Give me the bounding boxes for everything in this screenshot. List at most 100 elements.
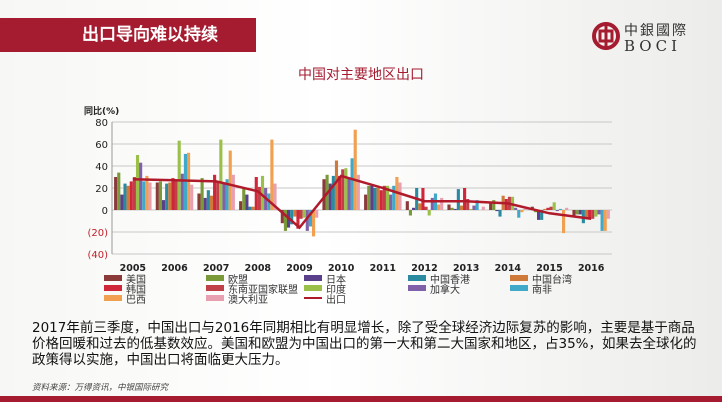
legend-label: 中国台湾 [532,274,572,286]
x-tick-label: 2012 [411,263,437,274]
legend-item: 美国 [104,273,146,286]
bar-美国 [322,179,326,210]
legend-label: 巴西 [126,294,146,306]
x-tick-label: 2010 [328,263,355,274]
bar-韩国 [254,177,258,210]
bar-巴西 [353,129,357,210]
boci-logo: 中銀國際 BOCI [592,20,712,55]
bar-加拿大 [305,210,309,231]
legend-swatch [104,295,122,301]
bar-欧盟 [367,185,371,210]
legend-swatch [510,275,528,281]
bar-中国香港 [165,183,169,210]
bar-巴西 [270,139,274,210]
bar-印度 [427,210,431,216]
bar-韩国 [463,188,467,210]
bar-巴西 [562,210,566,234]
bar-欧盟 [283,210,287,231]
export-line [132,174,592,230]
bar-澳大利亚 [148,182,152,210]
bar-南非 [475,200,479,210]
bar-东南亚国家联盟 [591,210,595,219]
bar-日本 [120,194,124,210]
bar-韩国 [171,178,175,210]
bar-韩国 [588,210,592,218]
y-tick-label: (20) [87,228,108,239]
bar-中国香港 [248,206,252,210]
bar-南非 [142,181,146,210]
bar-日本 [537,210,541,220]
bar-巴西 [145,175,149,210]
bar-加拿大 [180,173,184,210]
chart-title: 中国对主要地区出口 [298,67,424,83]
bar-东南亚国家联盟 [466,199,470,210]
bar-南非 [350,158,354,210]
legend-item: 韩国 [104,283,146,296]
bar-澳大利亚 [523,208,527,210]
bar-日本 [245,194,249,210]
legend-item: 出口 [304,293,346,306]
bar-韩国 [129,181,133,210]
y-tick-label: 60 [95,140,108,151]
bar-加拿大 [555,210,559,212]
bar-韩国 [421,188,425,210]
bar-中国香港 [290,210,294,225]
bar-加拿大 [347,178,351,210]
legend-item: 南非 [510,283,552,296]
bar-中国香港 [498,210,502,217]
legend-label: 加拿大 [430,284,460,296]
bar-韩国 [379,190,383,210]
bar-欧盟 [408,210,412,216]
bar-中国香港 [206,190,210,210]
bar-中国香港 [540,210,544,220]
bar-中国台湾 [584,210,589,218]
bar-巴西 [228,150,232,210]
bar-印度 [219,139,223,210]
bar-日本 [370,185,374,210]
bar-东南亚国家联盟 [257,186,261,210]
bar-欧盟 [158,181,162,210]
bar-欧盟 [492,200,496,210]
bar-日本 [578,210,582,215]
bar-美国 [572,210,576,217]
legend-swatch [206,285,224,291]
legend-swatch [104,275,122,281]
bar-印度 [344,168,348,210]
bar-澳大利亚 [606,210,610,219]
bar-加拿大 [139,162,143,210]
legend-swatch [206,275,224,281]
bar-欧盟 [450,207,454,210]
bar-中国香港 [456,189,460,210]
bar-加拿大 [472,205,476,210]
bar-印度 [135,155,140,210]
x-tick-label: 2005 [120,263,146,274]
bar-美国 [114,177,118,210]
bar-印度 [177,140,181,210]
bar-巴西 [437,204,441,210]
legend-swatch [206,295,224,301]
bar-澳大利亚 [190,184,194,210]
bar-中国台湾 [251,206,255,210]
legend-item: 印度 [304,283,346,296]
legend-swatch [104,285,122,291]
legend-label: 出口 [326,294,346,306]
bar-美国 [280,210,284,224]
bar-巴西 [312,210,316,237]
bar-东南亚国家联盟 [382,185,386,210]
y-tick-label: (40) [87,250,108,261]
legend-label: 东南亚国家联盟 [228,284,298,296]
y-tick-label: 80 [95,118,108,129]
legend-label: 日本 [326,274,346,286]
bar-印度 [302,210,306,218]
bar-美国 [155,182,159,210]
bar-澳大利亚 [315,210,319,218]
bar-东南亚国家联盟 [424,206,428,210]
legend-label: 南非 [532,284,552,296]
logo-en: BOCI [624,37,682,55]
bar-中国台湾 [293,210,297,217]
y-axis-label: 同比(%) [84,105,119,117]
x-tick-label: 2011 [370,263,396,274]
footer-bar [0,396,722,402]
legend-swatch [408,285,426,291]
bar-澳大利亚 [356,174,360,210]
